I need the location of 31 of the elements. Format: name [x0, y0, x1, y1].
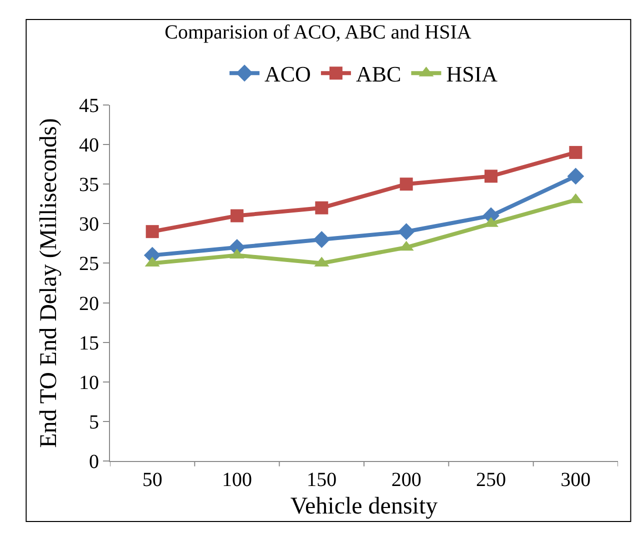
legend-label: HSIA	[446, 62, 498, 87]
point	[484, 170, 498, 183]
point	[400, 178, 413, 191]
x-tick-label: 300	[560, 469, 591, 491]
y-tick-label: 0	[89, 451, 99, 473]
x-tick-label: 200	[391, 469, 422, 491]
y-tick-label: 20	[79, 292, 99, 315]
legend-label: ABC	[356, 62, 402, 87]
point	[398, 223, 415, 240]
point	[567, 168, 584, 185]
y-axis-title: End TO End Delay (Milliseconds)	[36, 118, 62, 448]
y-tick-label: 15	[79, 332, 99, 354]
legend-label: ACO	[264, 62, 311, 87]
x-tick-label: 50	[142, 469, 162, 491]
x-tick-label: 150	[306, 469, 337, 491]
x-axis-title: Vehicle density	[290, 493, 438, 520]
point	[313, 231, 330, 248]
y-tick-label: 25	[79, 253, 99, 276]
point	[315, 201, 328, 214]
y-tick-label: 30	[79, 214, 99, 236]
y-tick-label: 5	[89, 411, 99, 434]
point	[230, 209, 244, 222]
y-tick-label: 45	[79, 95, 99, 117]
y-tick-label: 10	[79, 372, 99, 394]
x-tick-label: 250	[476, 469, 506, 491]
y-tick-label: 35	[79, 174, 99, 196]
point	[569, 146, 582, 159]
chart-title: Comparision of ACO, ABC and HSIA	[164, 21, 472, 44]
x-tick-label: 100	[222, 469, 252, 491]
y-tick-label: 40	[79, 134, 99, 157]
point	[146, 225, 159, 238]
